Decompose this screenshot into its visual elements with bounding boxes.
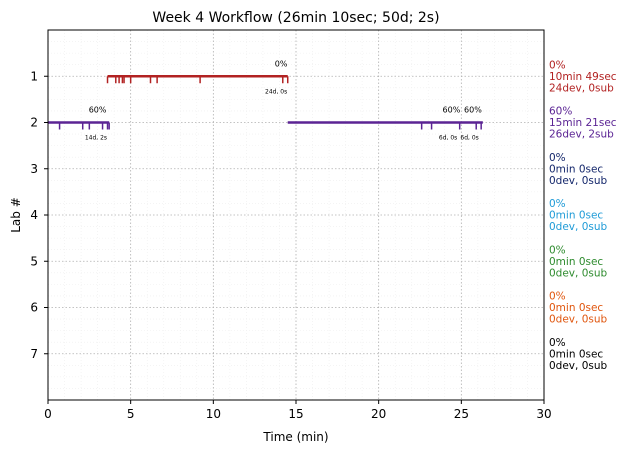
lab-1-annotation: 0% bbox=[275, 59, 288, 68]
y-tick-label: 1 bbox=[30, 69, 38, 83]
lab-7-side-label: 0dev, 0sub bbox=[549, 360, 608, 372]
major-grid bbox=[47, 30, 545, 400]
lab-6-side-label: 0% bbox=[549, 291, 566, 303]
lab-2-annotation: 60% bbox=[89, 106, 107, 115]
lab-2-annotation: 14d, 2s bbox=[85, 135, 107, 142]
lab-2-annotation: 6d, 0s bbox=[460, 135, 478, 142]
x-tick-label: 0 bbox=[44, 407, 52, 421]
x-tick-label: 10 bbox=[206, 407, 221, 421]
y-axis-label: Lab # bbox=[9, 197, 23, 233]
lab-1-annotation: 24d, 0s bbox=[265, 88, 287, 95]
lab-5-side-label: 0dev, 0sub bbox=[549, 267, 608, 279]
lab-3-side-label: 0% bbox=[549, 152, 566, 164]
lab-4-side-label: 0dev, 0sub bbox=[549, 221, 608, 233]
y-axis: 1 2 3 4 5 6 7 bbox=[30, 69, 48, 361]
lab-4-side-label: 0% bbox=[549, 198, 566, 210]
lab-7-side-label: 0min 0sec bbox=[549, 348, 603, 360]
lab-2-side-label: 15min 21sec bbox=[549, 117, 617, 129]
lab-2-annotation: 60% bbox=[464, 106, 482, 115]
lab-1-side-label: 10min 49sec bbox=[549, 71, 617, 83]
lab-3-side-label: 0min 0sec bbox=[549, 163, 603, 175]
lab-2-side-label: 26dev, 2sub bbox=[549, 129, 614, 141]
x-tick-label: 5 bbox=[127, 407, 135, 421]
x-axis: 0 5 10 15 20 25 30 bbox=[44, 400, 552, 421]
x-tick-label: 30 bbox=[536, 407, 551, 421]
y-tick-label: 5 bbox=[30, 254, 38, 268]
lab-2-annotation: 60% bbox=[443, 106, 461, 115]
lab-2-annotation: 6d, 0s bbox=[439, 135, 457, 142]
lab-4-side-label: 0min 0sec bbox=[549, 210, 603, 222]
y-tick-label: 7 bbox=[30, 347, 38, 361]
y-tick-label: 4 bbox=[30, 208, 38, 222]
y-tick-label: 6 bbox=[30, 301, 38, 315]
x-tick-label: 25 bbox=[454, 407, 469, 421]
lab-6-side-label: 0min 0sec bbox=[549, 302, 603, 314]
lab-1-side-label: 24dev, 0sub bbox=[549, 82, 614, 94]
lab-7-side-label: 0% bbox=[549, 337, 566, 349]
chart-title: Week 4 Workflow (26min 10sec; 50d; 2s) bbox=[152, 10, 439, 26]
lab-5-side-label: 0% bbox=[549, 244, 566, 256]
y-tick-label: 2 bbox=[30, 116, 38, 130]
lab-6-side-label: 0dev, 0sub bbox=[549, 314, 608, 326]
y-tick-label: 3 bbox=[30, 162, 38, 176]
lab-1-side-label: 0% bbox=[549, 59, 566, 71]
lab-5-side-label: 0min 0sec bbox=[549, 256, 603, 268]
lab-2-side-label: 60% bbox=[549, 106, 572, 118]
x-tick-label: 15 bbox=[288, 407, 303, 421]
lab-3-side-label: 0dev, 0sub bbox=[549, 175, 608, 187]
x-tick-label: 20 bbox=[371, 407, 386, 421]
x-axis-label: Time (min) bbox=[262, 430, 328, 444]
